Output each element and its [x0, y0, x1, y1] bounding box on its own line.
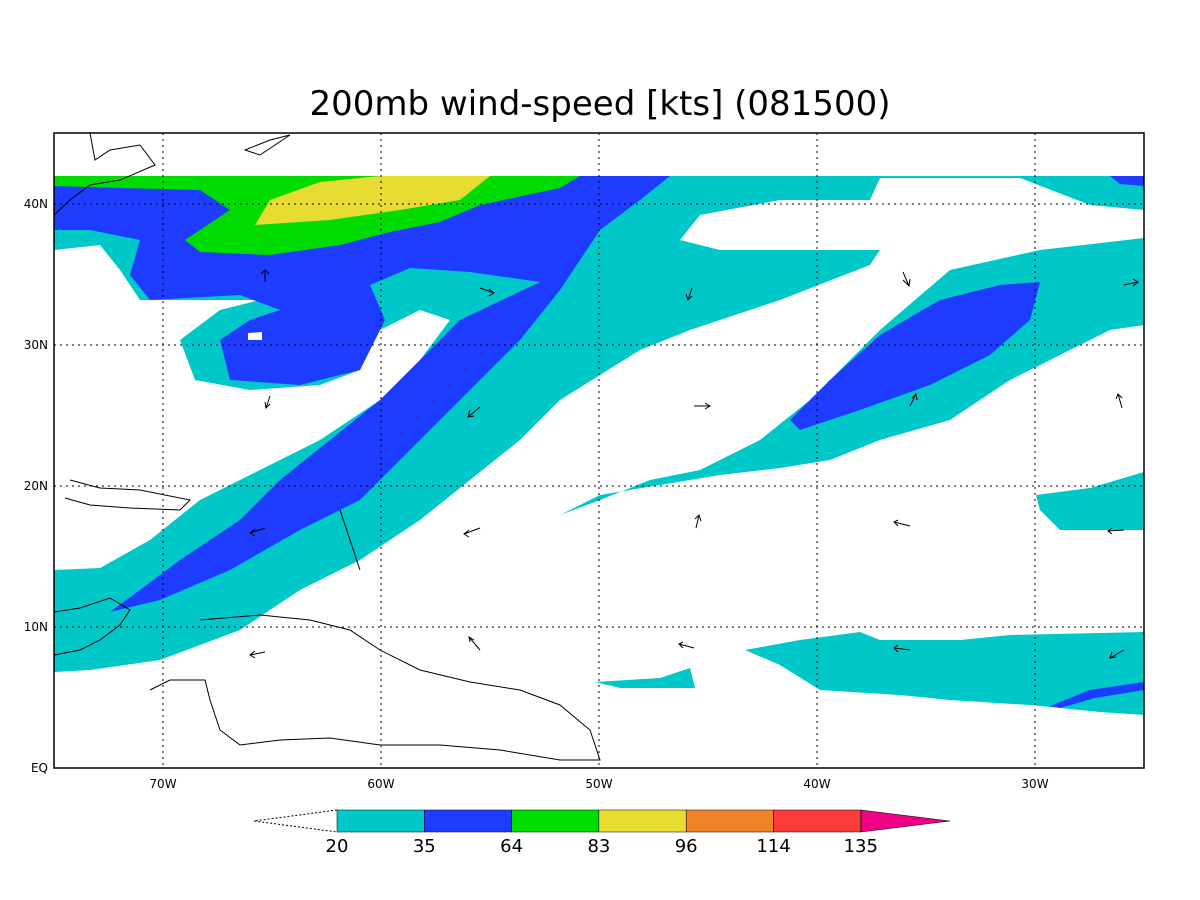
colorbar-level-label: 135 — [844, 836, 878, 857]
lat-label: 20N — [24, 479, 48, 493]
colorbar-level-label: 20 — [326, 836, 349, 857]
lon-label: 60W — [367, 777, 394, 791]
wind-arrow — [685, 287, 693, 301]
colorbar-below-triangle — [253, 809, 338, 833]
wind-vectors — [249, 269, 1139, 659]
wind-arrow — [909, 392, 918, 407]
shade-83kt-core — [255, 176, 490, 225]
colorbar-labels: 20 35 64 83 96 114 135 — [326, 836, 878, 857]
wind-arrow — [694, 514, 702, 529]
coastline-south-america — [149, 614, 601, 761]
colorbar-level-label: 83 — [587, 836, 610, 857]
wind-arrow — [893, 644, 911, 653]
coastline-us-east — [53, 132, 156, 216]
lat-label: 40N — [24, 197, 48, 211]
colorbar-swatches — [336, 809, 862, 833]
coastline-nova-scotia — [243, 134, 291, 156]
wind-arrow — [1123, 278, 1139, 287]
wind-arrow — [249, 527, 266, 537]
lon-label: 50W — [585, 777, 612, 791]
wind-arrow — [893, 519, 911, 527]
colorbar: 20 35 64 83 96 114 135 — [253, 809, 951, 857]
wind-shading — [54, 176, 1144, 715]
lat-label: 10N — [24, 620, 48, 634]
calm-hole — [248, 332, 262, 340]
grid — [54, 133, 1144, 768]
wind-arrow — [468, 635, 481, 651]
wind-arrow — [694, 402, 711, 410]
coastline-greater-antilles — [64, 479, 192, 511]
wind-arrow — [260, 269, 270, 282]
lat-labels: 40N 30N 20N 10N EQ — [24, 197, 48, 775]
colorbar-level-label: 35 — [413, 836, 436, 857]
colorbar-above-triangle — [860, 809, 951, 833]
shade-35kt-east-cell — [790, 282, 1040, 430]
shade-35kt-southeast — [1050, 682, 1144, 708]
shade-20kt-south-band — [745, 632, 1144, 715]
wind-arrow — [1115, 393, 1123, 409]
wind-arrow — [463, 527, 481, 538]
lon-label: 70W — [149, 777, 176, 791]
wind-arrow — [249, 650, 266, 659]
shade-20kt-south-small — [595, 668, 695, 688]
colorbar-level-label: 114 — [756, 836, 790, 857]
colorbar-level-label: 96 — [675, 836, 698, 857]
wind-arrow — [467, 406, 481, 418]
colorbar-swatch — [598, 809, 687, 833]
colorbar-swatch — [424, 809, 512, 833]
colorbar-level-label: 64 — [500, 836, 523, 857]
wind-arrow — [264, 395, 271, 410]
lon-label: 40W — [803, 777, 830, 791]
lat-label: 30N — [24, 338, 48, 352]
wind-arrow — [678, 641, 695, 649]
lat-label: EQ — [31, 761, 48, 775]
shade-35kt-main-jet — [54, 176, 670, 612]
map-title: 200mb wind-speed [kts] (081500) — [310, 84, 891, 124]
wind-arrow — [1107, 527, 1125, 535]
coastline-lesser-antilles — [339, 509, 361, 571]
lon-labels: 70W 60W 50W 40W 30W — [149, 777, 1048, 791]
colorbar-swatch — [336, 809, 425, 833]
wind-arrow — [1109, 649, 1125, 659]
shade-35kt-northeast — [1110, 176, 1144, 186]
lon-label: 30W — [1021, 777, 1048, 791]
colorbar-swatch — [685, 809, 774, 833]
colorbar-swatch — [511, 809, 600, 833]
colorbar-swatch — [773, 809, 862, 833]
coastline-central-america — [53, 597, 131, 656]
wind-arrow — [902, 271, 911, 288]
coastlines — [53, 132, 601, 761]
plot-frame — [53, 132, 1145, 769]
wind-arrow — [479, 287, 495, 297]
